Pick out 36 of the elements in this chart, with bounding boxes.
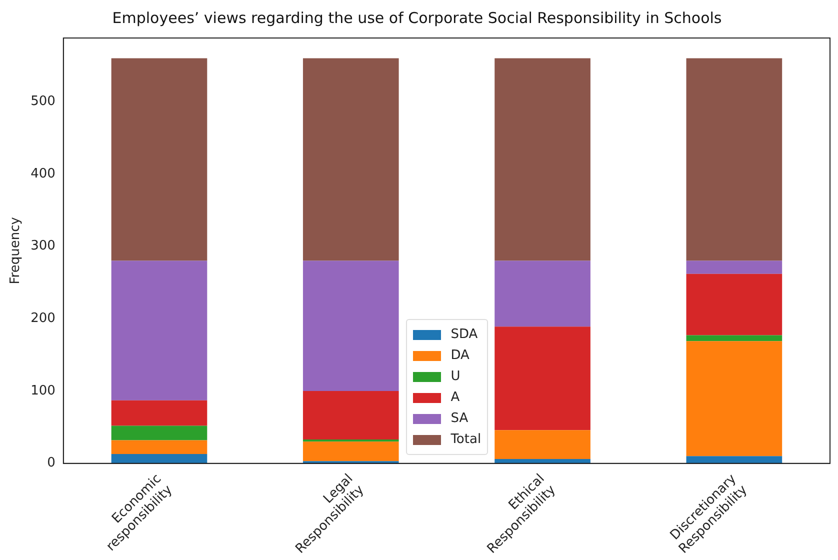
bar — [302, 439, 399, 442]
bar — [686, 335, 782, 342]
y-tick-label: 100 — [30, 383, 56, 398]
bar — [302, 442, 399, 462]
bar — [494, 58, 590, 261]
bar — [111, 400, 208, 426]
legend-label: SA — [450, 411, 468, 426]
bar — [494, 430, 590, 460]
legend-label: A — [450, 390, 460, 406]
bar — [686, 58, 782, 261]
bar — [111, 58, 208, 261]
bar — [302, 58, 399, 261]
legend-label: Total — [450, 432, 482, 448]
y-tick-label: 0 — [47, 456, 56, 471]
bar — [111, 260, 208, 400]
bar — [686, 456, 782, 464]
legend-label: U — [450, 369, 460, 384]
legend-label: DA — [450, 348, 470, 364]
bar — [494, 326, 590, 430]
y-tick-label: 300 — [30, 238, 56, 254]
bar — [686, 260, 782, 274]
legend-label: SDA — [450, 327, 478, 342]
bar — [494, 260, 590, 327]
y-tick-label: 400 — [30, 166, 56, 182]
chart-title: Employees’ views regarding the use of Corporate Social Responsibility in Schools — [112, 8, 722, 27]
bar — [111, 440, 208, 454]
y-tick-label: 200 — [30, 311, 56, 326]
bar — [111, 426, 208, 440]
bar — [686, 341, 782, 456]
y-axis-title: Frequency — [8, 216, 24, 284]
bar — [302, 260, 399, 392]
bar — [686, 274, 782, 336]
y-tick-label: 500 — [30, 94, 56, 110]
bar — [302, 391, 399, 440]
bar — [111, 454, 208, 464]
bar — [494, 459, 590, 464]
